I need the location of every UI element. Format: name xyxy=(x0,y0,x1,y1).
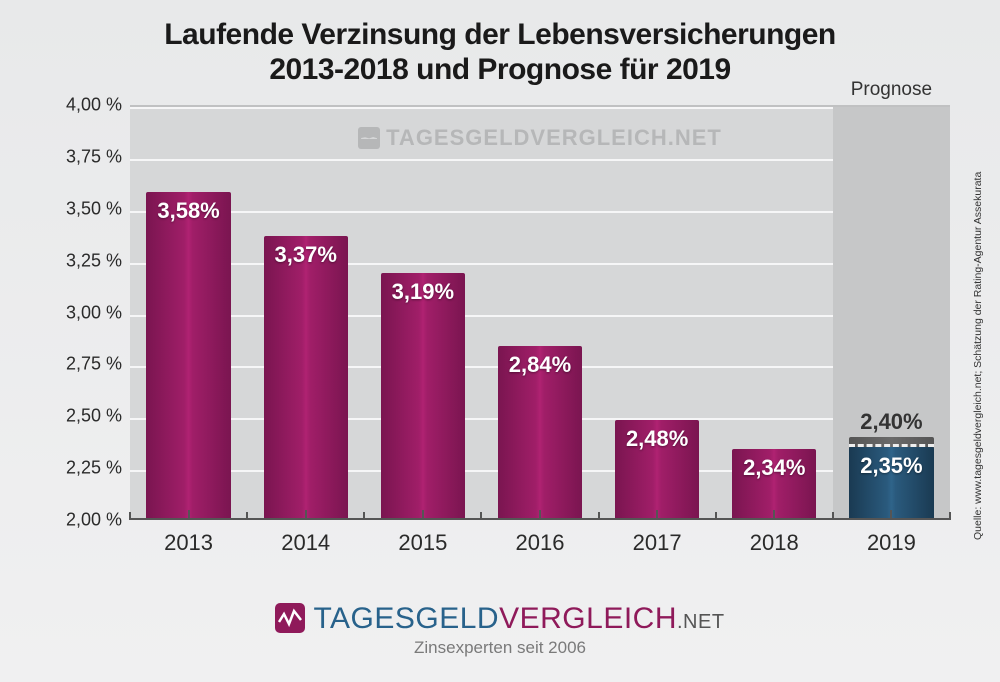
bar-value-label: 3,58% xyxy=(146,198,230,224)
x-divider-tick xyxy=(129,512,131,520)
y-tick-label: 3,25 % xyxy=(60,250,122,271)
bar-value-label: 3,19% xyxy=(381,279,465,305)
x-divider-tick xyxy=(246,512,248,520)
source-citation: Quelle: www.tagesgeldvergleich.net; Schä… xyxy=(972,120,988,540)
x-tick xyxy=(305,510,307,520)
x-tick-label: 2013 xyxy=(164,530,213,556)
x-divider-tick xyxy=(715,512,717,520)
bar-value-label: 2,34% xyxy=(732,455,816,481)
brand-logo: TAGESGELDVERGLEICH.NET xyxy=(0,602,1000,636)
bar: 3,37% xyxy=(264,236,348,520)
bar: 3,19% xyxy=(381,273,465,520)
x-tick xyxy=(188,510,190,520)
y-tick-label: 2,50 % xyxy=(60,406,122,427)
y-tick-label: 2,25 % xyxy=(60,458,122,479)
x-tick xyxy=(422,510,424,520)
bar-value-label: 2,48% xyxy=(615,426,699,452)
brand-icon xyxy=(275,603,305,633)
gridline xyxy=(130,263,950,265)
chart-title: Laufende Verzinsung der Lebensversicheru… xyxy=(0,0,1000,87)
y-tick-label: 2,75 % xyxy=(60,354,122,375)
gridline xyxy=(130,159,950,161)
y-tick-label: 4,00 % xyxy=(60,95,122,116)
watermark-icon xyxy=(358,127,380,149)
x-tick-label: 2016 xyxy=(516,530,565,556)
plot-area: TAGESGELDVERGLEICH.NET Prognose3,58%3,37… xyxy=(130,105,950,520)
x-tick xyxy=(656,510,658,520)
x-tick-label: 2014 xyxy=(281,530,330,556)
bar-value-label: 2,84% xyxy=(498,352,582,378)
prognose-dash xyxy=(849,444,933,447)
x-divider-tick xyxy=(832,512,834,520)
watermark: TAGESGELDVERGLEICH.NET xyxy=(130,125,950,151)
y-tick-label: 3,00 % xyxy=(60,302,122,323)
bar: 3,58% xyxy=(146,192,230,520)
gridline xyxy=(130,107,950,109)
prognose-high-label: 2,40% xyxy=(849,409,933,435)
x-tick-label: 2015 xyxy=(398,530,447,556)
x-divider-tick xyxy=(598,512,600,520)
x-tick xyxy=(890,510,892,520)
footer: TAGESGELDVERGLEICH.NET Zinsexperten seit… xyxy=(0,602,1000,658)
bar: 2,84% xyxy=(498,346,582,520)
y-tick-label: 3,50 % xyxy=(60,198,122,219)
y-tick-label: 3,75 % xyxy=(60,146,122,167)
x-divider-tick xyxy=(480,512,482,520)
x-tick-label: 2018 xyxy=(750,530,799,556)
gridline xyxy=(130,315,950,317)
x-divider-tick xyxy=(363,512,365,520)
bar: 2,48% xyxy=(615,420,699,520)
gridline xyxy=(130,211,950,213)
x-tick xyxy=(773,510,775,520)
y-tick-label: 2,00 % xyxy=(60,510,122,531)
x-divider-tick xyxy=(949,512,951,520)
chart: TAGESGELDVERGLEICH.NET Prognose3,58%3,37… xyxy=(60,105,950,550)
x-tick xyxy=(539,510,541,520)
prognose-label: Prognose xyxy=(833,79,950,101)
prognose-low-label: 2,35% xyxy=(849,453,933,479)
x-tick-label: 2019 xyxy=(867,530,916,556)
bar-value-label: 3,37% xyxy=(264,242,348,268)
x-tick-label: 2017 xyxy=(633,530,682,556)
brand-tagline: Zinsexperten seit 2006 xyxy=(0,638,1000,658)
